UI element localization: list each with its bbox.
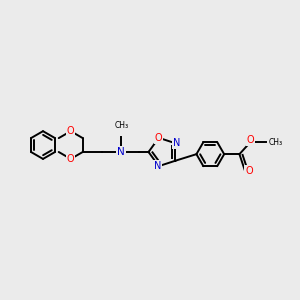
Text: O: O bbox=[245, 166, 253, 176]
Text: CH₃: CH₃ bbox=[115, 121, 129, 130]
Text: N: N bbox=[154, 161, 161, 171]
Text: O: O bbox=[67, 126, 75, 136]
Text: O: O bbox=[155, 133, 163, 143]
Text: O: O bbox=[247, 135, 254, 145]
Text: O: O bbox=[67, 154, 75, 164]
Text: CH₃: CH₃ bbox=[268, 138, 283, 147]
Text: N: N bbox=[117, 147, 125, 157]
Text: N: N bbox=[173, 138, 180, 148]
